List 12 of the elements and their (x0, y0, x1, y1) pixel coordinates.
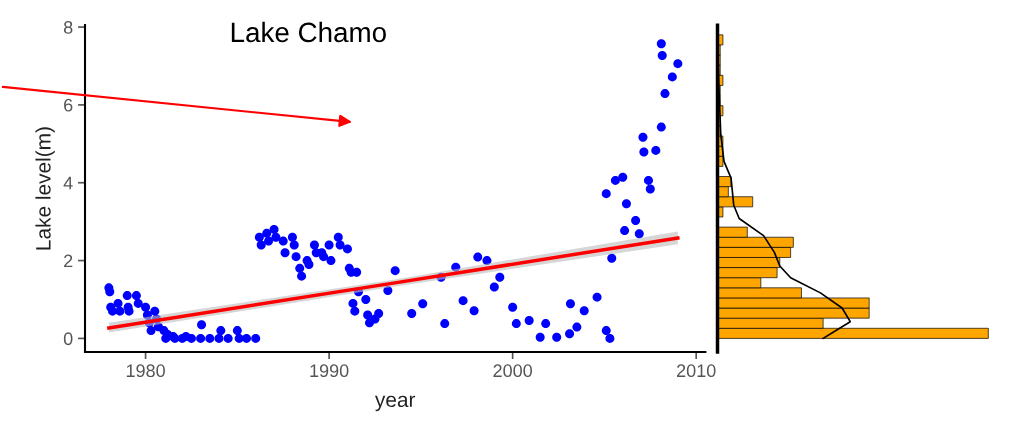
y-tick-label: 6 (64, 98, 73, 112)
x-tick-label: 1980 (126, 364, 165, 378)
x-tick-label: 2010 (677, 364, 716, 378)
y-axis-title: Lake level(m) (35, 127, 55, 250)
y-tick-label: 2 (64, 254, 73, 268)
y-tick-label: 4 (63, 176, 73, 190)
y-tick-label: 8 (63, 20, 73, 34)
x-tick-label: 1990 (310, 364, 349, 378)
y-tick-label: 0 (63, 332, 73, 346)
chart-title: Lake Chamo (231, 21, 386, 43)
x-tick-label: 2000 (493, 364, 533, 378)
x-axis-title: year (374, 395, 416, 412)
